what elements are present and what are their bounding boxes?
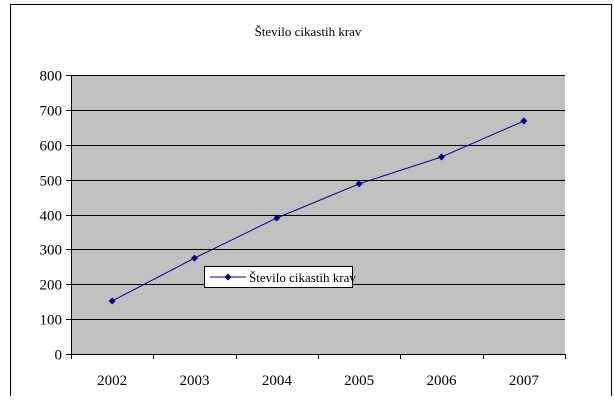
x-tick-label: 2003 <box>180 373 210 389</box>
y-tick-label: 600 <box>40 139 63 155</box>
data-point-marker <box>273 214 281 222</box>
y-tick-label: 400 <box>40 209 63 225</box>
y-tick-label: 0 <box>55 348 63 364</box>
x-tick-label: 2004 <box>262 373 293 389</box>
x-tick-label: 2007 <box>509 373 540 389</box>
chart-title: Število cikastih krav <box>255 24 362 39</box>
axes <box>66 75 566 359</box>
series-line <box>111 120 525 302</box>
y-tick-label: 800 <box>40 69 63 85</box>
data-point-marker <box>355 180 363 188</box>
legend-label: Število cikastih krav <box>249 270 356 285</box>
legend-box <box>204 266 353 288</box>
x-tick-label: 2005 <box>344 373 374 389</box>
y-tick-label: 100 <box>40 313 63 329</box>
legend: Število cikastih krav <box>204 266 356 288</box>
x-tick-labels: 2002 2003 2004 2005 2006 2007 <box>97 373 539 389</box>
data-point-marker <box>438 153 445 161</box>
x-tick-label: 2002 <box>97 373 127 389</box>
x-tick-label: 2006 <box>427 373 458 389</box>
y-tick-labels: 0 100 200 300 400 500 600 700 800 <box>40 69 63 364</box>
y-tick-label: 500 <box>40 174 63 190</box>
y-tick-label: 300 <box>40 243 63 259</box>
data-point-marker <box>108 297 116 305</box>
y-tick-label: 700 <box>40 104 63 120</box>
legend-diamond-marker <box>224 273 232 281</box>
y-tick-label: 200 <box>40 278 63 294</box>
plot-area <box>71 75 565 354</box>
series-layer <box>108 117 528 305</box>
data-point-marker <box>191 254 198 262</box>
data-point-marker <box>520 117 528 125</box>
